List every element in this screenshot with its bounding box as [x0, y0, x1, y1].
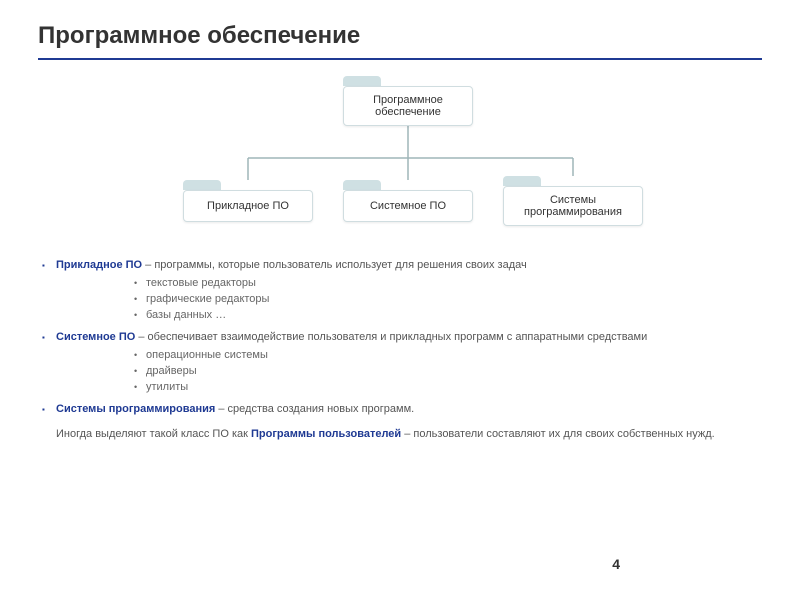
- org-node-tab: [183, 180, 221, 190]
- bullet-item: Системы программирования – средства созд…: [42, 402, 762, 418]
- closing-term: Программы пользователей: [251, 428, 401, 440]
- bullet-list: Прикладное ПО – программы, которые польз…: [38, 258, 762, 417]
- bullet-item: Прикладное ПО – программы, которые польз…: [42, 258, 762, 324]
- org-node: Прикладное ПО: [183, 190, 313, 222]
- page-title: Программное обеспечение: [38, 22, 762, 56]
- org-node-tab: [343, 76, 381, 86]
- sub-item: текстовые редакторы: [134, 276, 762, 292]
- bullet-term: Системное ПО: [56, 331, 135, 343]
- org-node: Системное ПО: [343, 190, 473, 222]
- page-number: 4: [612, 556, 620, 572]
- closing-paragraph: Иногда выделяют такой класс ПО как Прогр…: [38, 427, 762, 443]
- bullet-text: – программы, которые пользователь исполь…: [142, 259, 527, 271]
- closing-prefix: Иногда выделяют такой класс ПО как: [56, 428, 251, 440]
- sub-item: операционные системы: [134, 348, 762, 364]
- sub-item: утилиты: [134, 380, 762, 396]
- bullet-text: – средства создания новых программ.: [215, 403, 414, 415]
- sub-list: текстовые редакторыграфические редакторы…: [56, 276, 762, 324]
- org-node-tab: [343, 180, 381, 190]
- sub-item: драйверы: [134, 364, 762, 380]
- bullet-text: – обеспечивает взаимодействие пользовате…: [135, 331, 647, 343]
- org-node: Системы программирования: [503, 186, 643, 226]
- sub-list: операционные системыдрайверыутилиты: [56, 348, 762, 396]
- closing-suffix: – пользователи составляют их для своих с…: [401, 428, 715, 440]
- title-rule: [38, 58, 762, 60]
- bullet-item: Системное ПО – обеспечивает взаимодейств…: [42, 330, 762, 396]
- body-text: Прикладное ПО – программы, которые польз…: [38, 258, 762, 443]
- bullet-term: Системы программирования: [56, 403, 215, 415]
- org-node: Программное обеспечение: [343, 86, 473, 126]
- sub-item: базы данных …: [134, 308, 762, 324]
- bullet-term: Прикладное ПО: [56, 259, 142, 271]
- sub-item: графические редакторы: [134, 292, 762, 308]
- slide: Программное обеспечение Программное обес…: [0, 0, 800, 443]
- org-chart: Программное обеспечение Прикладное ПО Сист…: [38, 78, 762, 258]
- org-node-tab: [503, 176, 541, 186]
